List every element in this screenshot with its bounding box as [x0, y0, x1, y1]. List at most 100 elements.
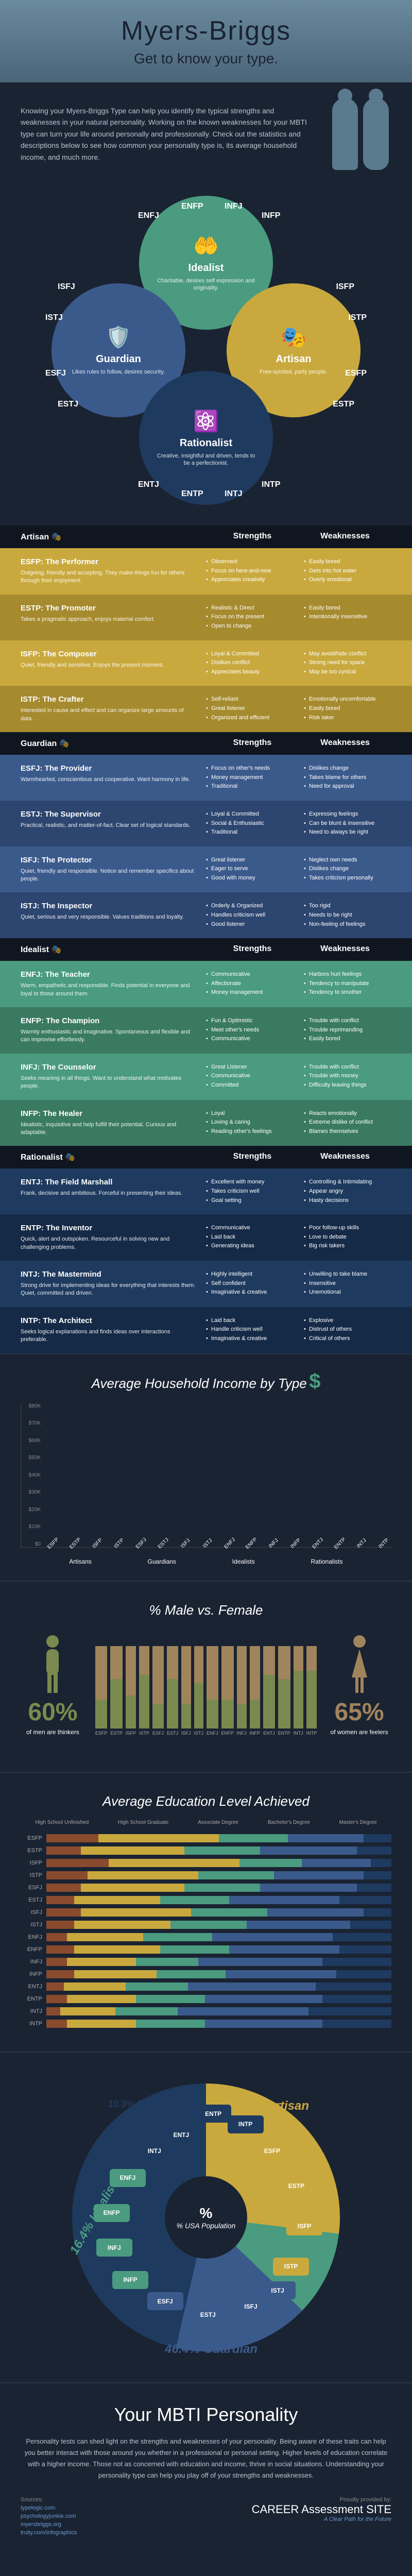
income-bar-estp: ESTP — [64, 1538, 83, 1547]
pop-arc-label: 10.3% Rationalists — [108, 2099, 190, 2110]
type-card-infp: INFP: The HealerIdealistic, inquisitive … — [0, 1100, 412, 1146]
type-card-esfp: ESFP: The PerformerOutgoing, friendly an… — [0, 548, 412, 595]
edu-row-entj: ENTJ — [21, 1981, 391, 1992]
income-legend: ArtisansGuardiansIdealistsRationalists — [21, 1558, 391, 1565]
type-card-estp: ESTP: The PromoterTakes a pragmatic appr… — [0, 595, 412, 640]
pop-type-intj: INTJ — [136, 2142, 173, 2160]
edu-chart: ESFPESTPISFPISTPESFJESTJISFJISTJENFJENFP… — [21, 1833, 391, 2029]
source-link[interactable]: psychologyjunkie.com — [21, 2513, 77, 2519]
population-section: % % USA Population 27% Artisan10.3% Rati… — [0, 2052, 412, 2382]
gender-bar-istp: ISTP — [139, 1646, 149, 1736]
income-chart-section: Average Household Income by Type $ $80K$… — [0, 1353, 412, 1581]
type-label-entp: ENTP — [181, 489, 203, 499]
rationalist-circle: ⚛️ Rationalist Creative, insightful and … — [139, 371, 273, 505]
population-donut: % % USA Population 27% Artisan10.3% Rati… — [72, 2083, 340, 2351]
income-bar-istp: ISTP — [108, 1538, 127, 1547]
edu-row-istj: ISTJ — [21, 1920, 391, 1930]
income-bar-entp: ENTP — [329, 1538, 348, 1547]
gender-title: % Male vs. Female — [149, 1602, 263, 1618]
income-bar-chart: $80K$70K$60K$50K$40K$30K$20K$10K$0 ESFPE… — [21, 1403, 391, 1548]
intro-section: Knowing your Myers-Briggs Type can help … — [0, 82, 412, 185]
type-label-intp: INTP — [262, 480, 280, 489]
type-label-esfj: ESFJ — [45, 369, 66, 378]
type-card-estj: ESTJ: The SupervisorPractical, realistic… — [0, 801, 412, 846]
income-chart-title: Average Household Income by Type — [92, 1376, 307, 1392]
pop-type-esfj: ESFJ — [147, 2292, 183, 2310]
sources: Sources: typelogic.compsychologyjunkie.c… — [21, 2497, 77, 2536]
income-bar-istj: ISTJ — [196, 1538, 215, 1547]
type-label-istj: ISTJ — [45, 313, 63, 323]
people-icon — [330, 98, 391, 170]
type-card-enfj: ENFJ: The TeacherWarm, empathetic and re… — [0, 961, 412, 1007]
gender-bar-entj: ENTJ — [263, 1646, 275, 1736]
edu-row-infj: INFJ — [21, 1957, 391, 1967]
edu-row-isfp: ISFP — [21, 1858, 391, 1868]
section-header-idealist: Idealist 🎭StrengthsWeaknesses — [0, 938, 412, 961]
pop-arc-label: 27% Artisan — [239, 2099, 310, 2113]
income-bar-estj: ESTJ — [152, 1538, 171, 1547]
heart-hands-icon: 🤲 — [193, 234, 219, 258]
section-header-artisan: Artisan 🎭StrengthsWeaknesses — [0, 526, 412, 548]
type-label-isfp: ISFP — [336, 282, 354, 292]
type-label-intj: INTJ — [225, 489, 243, 499]
income-bar-enfj: ENFJ — [218, 1538, 237, 1547]
source-link[interactable]: typelogic.com — [21, 2505, 77, 2511]
male-stat: 60% of men are thinkers — [21, 1634, 85, 1736]
atom-icon: ⚛️ — [193, 409, 219, 433]
gender-bar-intp: INTP — [306, 1646, 317, 1736]
edu-row-enfp: ENFP — [21, 1944, 391, 1955]
pop-type-infj: INFJ — [96, 2239, 132, 2257]
gender-bar-intj: INTJ — [294, 1646, 303, 1736]
edu-row-esfj: ESFJ — [21, 1883, 391, 1893]
edu-row-isfj: ISFJ — [21, 1907, 391, 1918]
gender-bar-istj: ISTJ — [194, 1646, 204, 1736]
income-bar-entj: ENTJ — [306, 1538, 325, 1547]
edu-row-intp: INTP — [21, 2019, 391, 2029]
footer-title: Your MBTI Personality — [21, 2404, 391, 2426]
type-card-enfp: ENFP: The ChampionWarmly enthusiastic an… — [0, 1007, 412, 1054]
female-icon — [327, 1634, 391, 1698]
source-link[interactable]: myersbriggs.org — [21, 2521, 77, 2528]
type-card-intp: INTP: The ArchitectSeeks logical explana… — [0, 1307, 412, 1353]
type-card-esfj: ESFJ: The ProviderWarmhearted, conscient… — [0, 755, 412, 801]
edu-row-intj: INTJ — [21, 2006, 391, 2016]
pop-type-infp: INFP — [112, 2271, 148, 2289]
edu-row-infp: INFP — [21, 1969, 391, 1979]
gender-bar-enfp: ENFP — [221, 1646, 234, 1736]
income-bar-esfp: ESFP — [42, 1538, 61, 1547]
type-label-estp: ESTP — [333, 400, 354, 409]
subtitle: Get to know your type. — [21, 50, 391, 67]
pop-type-istj: ISTJ — [260, 2281, 296, 2299]
type-card-entp: ENTP: The InventorQuick, alert and outsp… — [0, 1214, 412, 1261]
education-section: Average Education Level Achieved High Sc… — [0, 1772, 412, 2052]
type-label-enfj: ENFJ — [138, 211, 159, 221]
pop-type-estp: ESTP — [278, 2177, 314, 2195]
type-card-entj: ENTJ: The Field MarshallFrank, decisive … — [0, 1168, 412, 1214]
pop-type-istp: ISTP — [273, 2258, 309, 2276]
dollar-icon: $ — [309, 1370, 320, 1393]
pop-type-intp: INTP — [228, 2115, 264, 2133]
pop-type-estj: ESTJ — [190, 2306, 226, 2324]
gender-bar-enfj: ENFJ — [207, 1646, 218, 1736]
gender-bar-isfp: ISFP — [126, 1646, 136, 1736]
edu-row-enfj: ENFJ — [21, 1932, 391, 1942]
type-label-entj: ENTJ — [138, 480, 159, 489]
edu-row-entp: ENTP — [21, 1994, 391, 2004]
income-bar-infp: INFP — [284, 1538, 303, 1547]
edu-row-estj: ESTJ — [21, 1895, 391, 1905]
gender-bar-isfj: ISFJ — [181, 1646, 191, 1736]
type-label-infp: INFP — [262, 211, 280, 221]
type-label-enfp: ENFP — [181, 202, 203, 211]
edu-title: Average Education Level Achieved — [21, 1793, 391, 1809]
type-label-esfp: ESFP — [345, 369, 367, 378]
source-link[interactable]: truity.com/infographics — [21, 2530, 77, 2536]
gender-bar-estj: ESTJ — [167, 1646, 178, 1736]
type-card-isfp: ISFP: The ComposerQuiet, friendly and se… — [0, 640, 412, 686]
type-label-estj: ESTJ — [58, 400, 78, 409]
edu-row-estp: ESTP — [21, 1845, 391, 1856]
type-card-infj: INFJ: The CounselorSeeks meaning in all … — [0, 1054, 412, 1100]
type-card-isfj: ISFJ: The ProtectorQuiet, friendly and r… — [0, 846, 412, 893]
edu-row-istp: ISTP — [21, 1870, 391, 1880]
pop-type-entp: ENTP — [195, 2105, 231, 2123]
gender-bar-esfp: ESFP — [95, 1646, 108, 1736]
